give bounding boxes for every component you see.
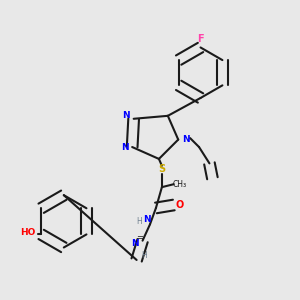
Text: =: = <box>136 233 143 242</box>
Text: HO: HO <box>20 228 35 237</box>
Text: S: S <box>158 164 166 174</box>
Text: F: F <box>197 34 204 44</box>
Text: N: N <box>122 111 130 120</box>
Text: N: N <box>121 142 128 152</box>
Text: CH₃: CH₃ <box>173 180 187 189</box>
Text: N: N <box>131 239 139 248</box>
Text: N: N <box>143 215 151 224</box>
Text: H: H <box>137 217 142 226</box>
Text: O: O <box>176 200 184 210</box>
Text: N: N <box>182 135 190 144</box>
Text: H: H <box>141 251 147 260</box>
